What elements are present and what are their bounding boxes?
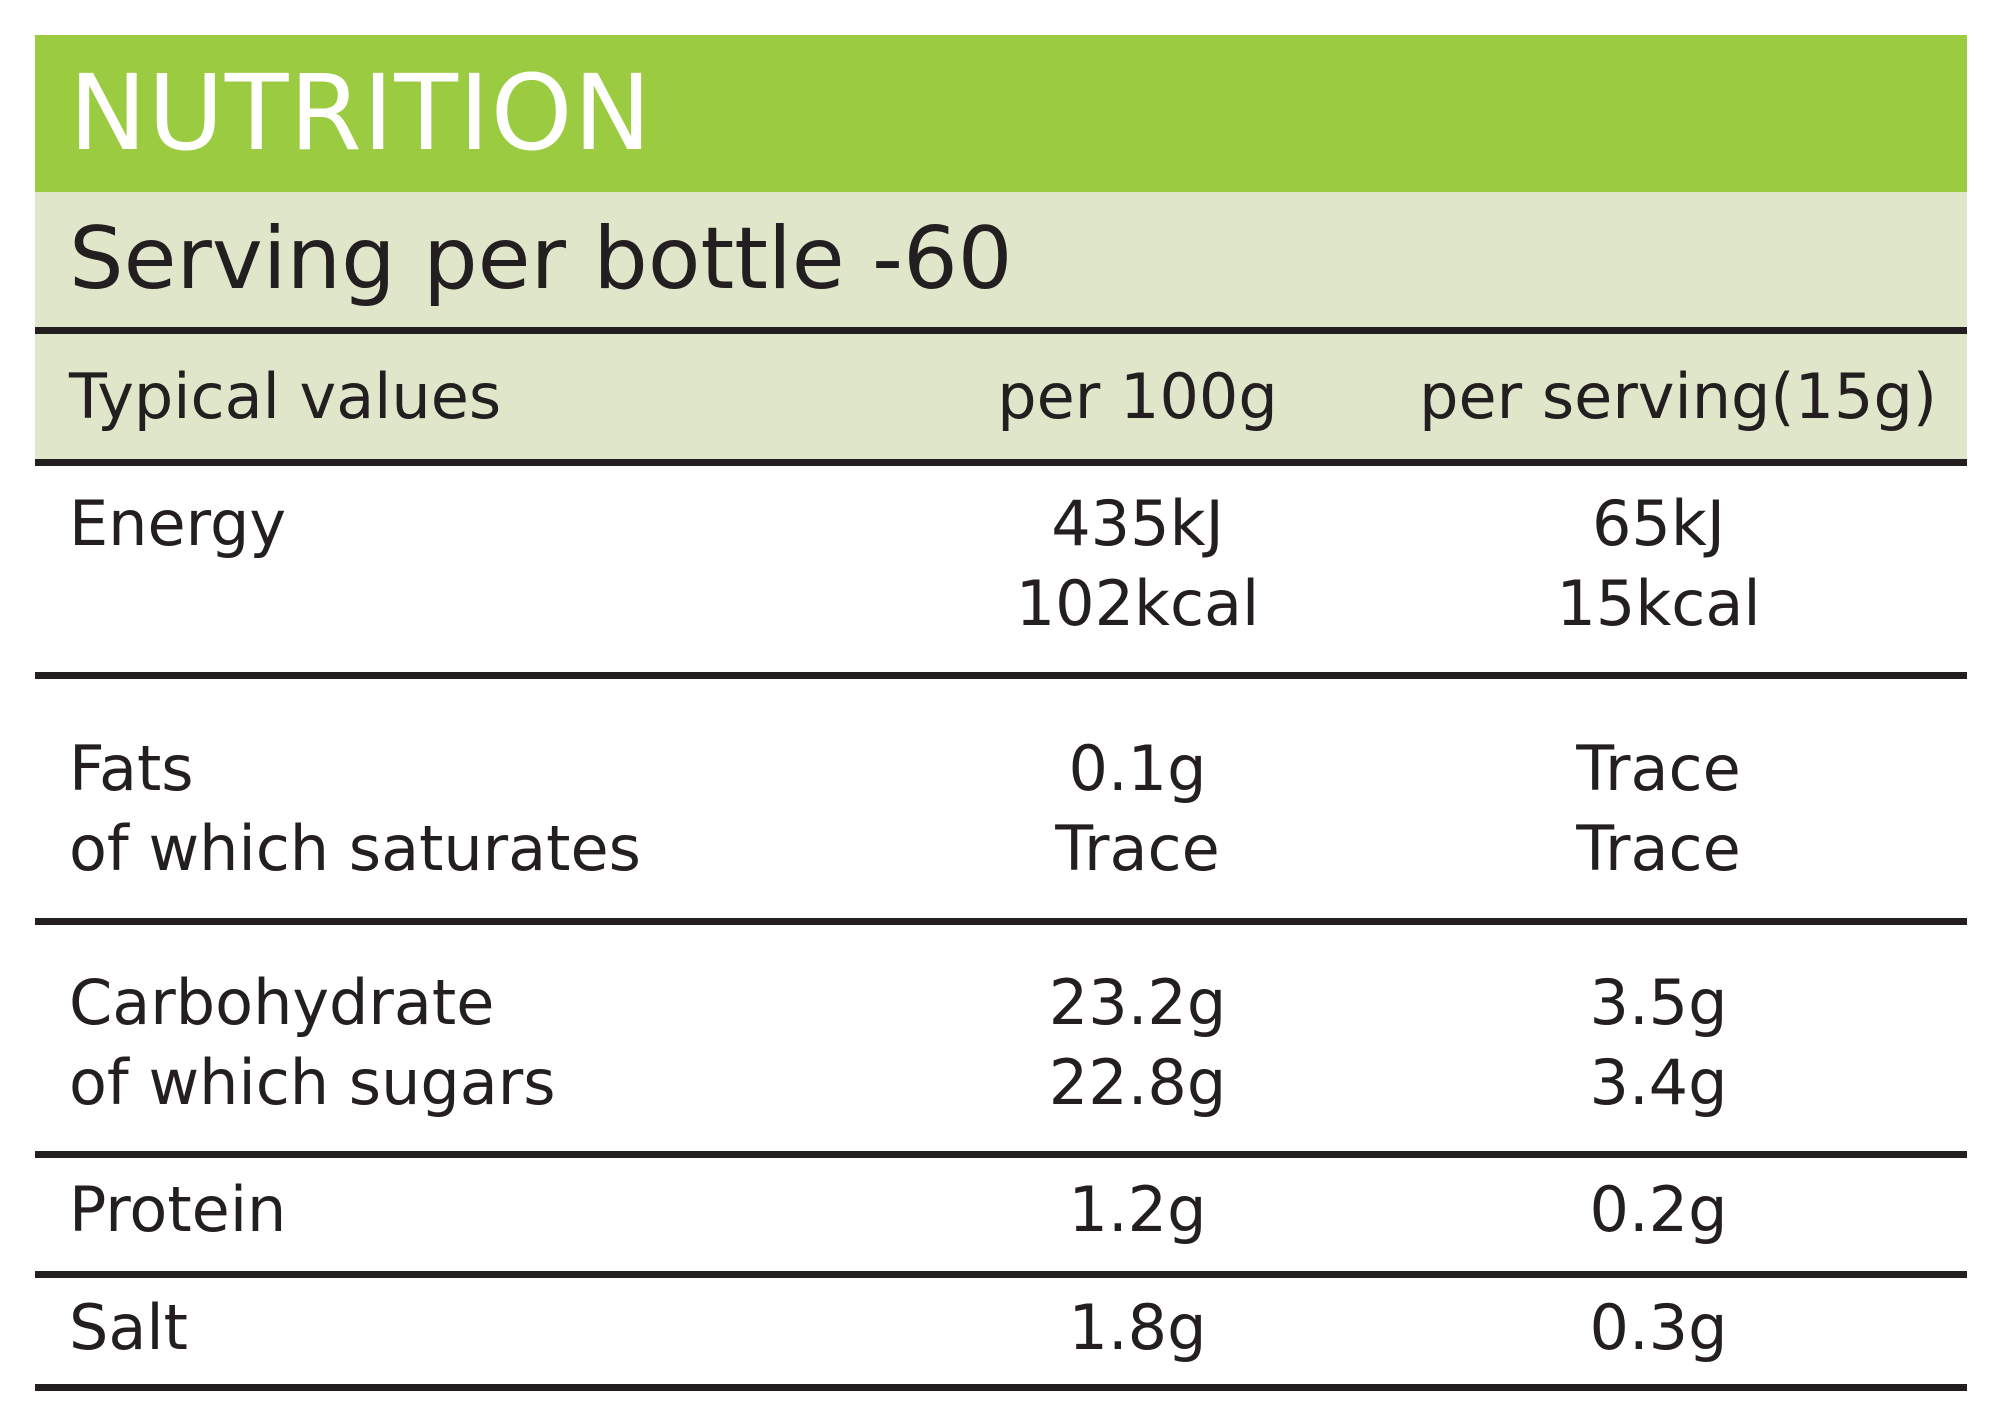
nutrient-name: Fats: [69, 732, 194, 805]
value-per-100g: 0.1g Trace: [925, 729, 1350, 918]
value-per-100g: 23.2g 22.8g: [925, 963, 1350, 1151]
nutrient-name: Protein: [69, 1173, 287, 1246]
divider-rule: [35, 327, 1967, 334]
column-header-typical-values: Typical values: [69, 360, 502, 433]
nutrient-row-carbohydrate: Carbohydrate of which sugars 23.2g 22.8g…: [35, 925, 1967, 1151]
value-energy-kcal: 102kcal: [1015, 567, 1260, 640]
value-saturates: Trace: [1055, 812, 1220, 885]
value-protein: 0.2g: [1589, 1173, 1728, 1246]
value-per-100g: 1.2g: [925, 1170, 1350, 1271]
divider-rule: [35, 459, 1967, 466]
nutrient-row-energy: Energy 435kJ 102kcal 65kJ 15kcal: [35, 466, 1967, 672]
nutrient-label: Carbohydrate of which sugars: [35, 963, 925, 1151]
value-salt: 1.8g: [1068, 1291, 1207, 1364]
value-energy-kcal: 15kcal: [1556, 567, 1761, 640]
divider-rule: [35, 1271, 1967, 1278]
nutrient-label: Salt: [35, 1288, 925, 1384]
value-per-serving: 0.3g: [1350, 1288, 1967, 1384]
value-sugars: 22.8g: [1048, 1046, 1227, 1119]
nutrition-title: NUTRITION: [35, 35, 1967, 192]
value-fats: Trace: [1576, 732, 1741, 805]
nutrient-name: Salt: [69, 1291, 188, 1364]
nutrient-subname: of which sugars: [69, 1046, 556, 1119]
value-per-serving: 0.2g: [1350, 1170, 1967, 1271]
value-per-100g: 1.8g: [925, 1288, 1350, 1384]
value-carbohydrate: 23.2g: [1048, 966, 1227, 1039]
value-fats: 0.1g: [1068, 732, 1207, 805]
column-header-row: Typical values per 100g per serving(15g): [35, 334, 1967, 459]
nutrient-label: Protein: [35, 1170, 925, 1271]
column-header-per-100g: per 100g: [997, 360, 1278, 433]
value-energy-kj: 435kJ: [1051, 487, 1224, 560]
servings-per-bottle: Serving per bottle -60: [35, 192, 1967, 327]
nutrient-label: Energy: [35, 484, 925, 672]
value-sugars: 3.4g: [1589, 1046, 1728, 1119]
nutrient-row-salt: Salt 1.8g 0.3g: [35, 1278, 1967, 1384]
value-per-serving: Trace Trace: [1350, 729, 1967, 918]
nutrient-name: Energy: [69, 487, 287, 560]
nutrient-label: Fats of which saturates: [35, 729, 925, 918]
value-energy-kj: 65kJ: [1591, 487, 1726, 560]
nutrient-row-fats: Fats of which saturates 0.1g Trace Trace…: [35, 679, 1967, 918]
value-salt: 0.3g: [1589, 1291, 1728, 1364]
nutrient-subname: of which saturates: [69, 812, 641, 885]
value-saturates: Trace: [1576, 812, 1741, 885]
value-per-serving: 3.5g 3.4g: [1350, 963, 1967, 1151]
nutrient-name: Carbohydrate: [69, 966, 495, 1039]
divider-rule: [35, 1384, 1967, 1391]
nutrition-label: NUTRITION Serving per bottle -60 Typical…: [35, 35, 1967, 1391]
divider-rule: [35, 1151, 1967, 1158]
value-per-100g: 435kJ 102kcal: [925, 484, 1350, 672]
divider-rule: [35, 672, 1967, 679]
value-protein: 1.2g: [1068, 1173, 1207, 1246]
divider-rule: [35, 918, 1967, 925]
column-header-per-serving: per serving(15g): [1419, 360, 1937, 433]
value-per-serving: 65kJ 15kcal: [1350, 484, 1967, 672]
nutrient-row-protein: Protein 1.2g 0.2g: [35, 1158, 1967, 1271]
value-carbohydrate: 3.5g: [1589, 966, 1728, 1039]
